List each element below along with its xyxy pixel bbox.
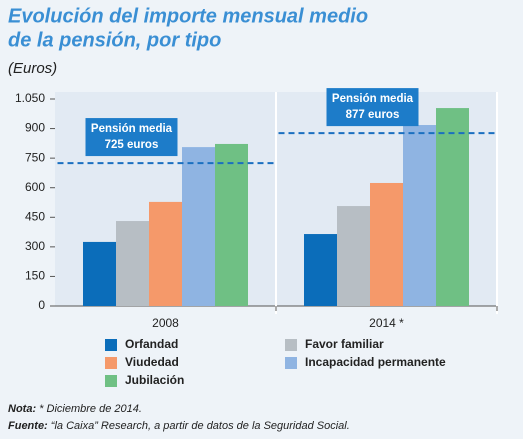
legend-swatch (285, 357, 297, 369)
legend-label: Viudedad (125, 355, 179, 369)
x-tick-label: 2008 (152, 316, 179, 330)
note-text: * Diciembre de 2014. (39, 403, 142, 415)
y-tick-label: 300 (25, 239, 45, 253)
y-tick-label: 600 (25, 180, 45, 194)
bar (370, 182, 403, 306)
bar (436, 108, 469, 306)
note-label: Fuente: (8, 420, 48, 432)
chart-subtitle: (Euros) (8, 60, 57, 77)
chart-title: Evolución del importe mensual medio (8, 5, 368, 27)
note: Nota: * Diciembre de 2014. (8, 403, 142, 415)
chart-title: de la pensión, por tipo (8, 29, 221, 51)
annotation-box (326, 88, 419, 127)
bar (83, 241, 116, 306)
legend-swatch (285, 339, 297, 351)
legend-swatch (105, 339, 117, 351)
note-label: Nota: (8, 403, 36, 415)
annotation-text: Pensión media (332, 93, 414, 105)
y-tick-label: 1.050 (15, 91, 45, 105)
legend-label: Incapacidad permanente (305, 355, 446, 369)
bar (149, 201, 182, 306)
legend-label: Jubilación (125, 373, 184, 387)
x-tick-label: 2014 * (369, 316, 404, 330)
annotation-box (85, 118, 178, 157)
y-tick-label: 0 (38, 298, 45, 312)
bar (116, 221, 149, 306)
bar (337, 206, 370, 306)
legend-swatch (105, 357, 117, 369)
annotation-text: 725 euros (105, 139, 159, 151)
annotation-text: 877 euros (346, 109, 400, 121)
bar (403, 125, 436, 306)
bar (215, 143, 248, 306)
legend-label: Orfandad (125, 337, 178, 351)
bar (304, 234, 337, 306)
legend-label: Favor familiar (305, 337, 384, 351)
annotation-text: Pensión media (91, 123, 173, 135)
legend-swatch (105, 375, 117, 387)
bar (182, 147, 215, 306)
note: Fuente: “la Caixa” Research, a partir de… (8, 420, 350, 432)
y-tick-label: 150 (25, 269, 45, 283)
y-tick-label: 750 (25, 150, 45, 164)
y-tick-label: 450 (25, 209, 45, 223)
y-tick-label: 900 (25, 121, 45, 135)
note-text: “la Caixa” Research, a partir de datos d… (51, 420, 350, 432)
